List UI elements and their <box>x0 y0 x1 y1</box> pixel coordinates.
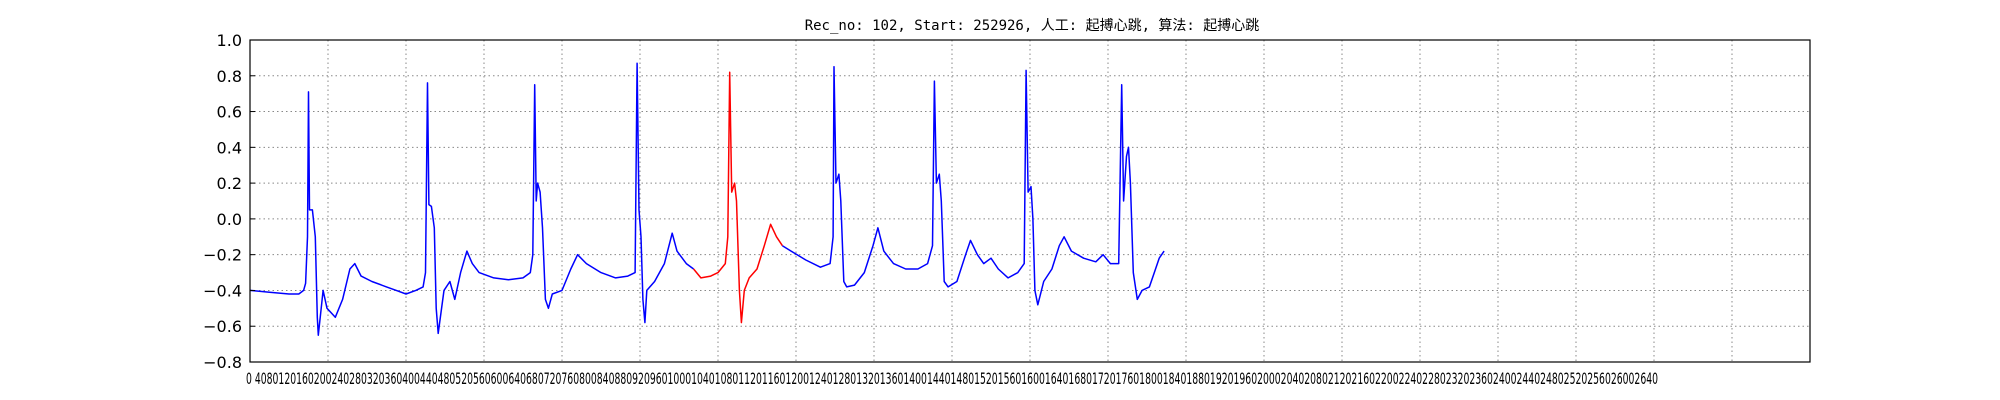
y-tick-label: 0.6 <box>217 103 242 122</box>
series-group <box>249 62 1165 336</box>
y-tick-label: 0.0 <box>217 210 242 229</box>
x-axis: 0 40801201602002402803203604004404805205… <box>246 369 1658 388</box>
chart-title: Rec_no: 102, Start: 252926, 人工: 起搏心跳, 算法… <box>805 17 1260 34</box>
y-tick-label: −0.6 <box>203 317 242 336</box>
y-axis: 1.0 0.8 0.6 0.4 0.2 0.0 −0.2 −0.4 −0.6 −0.8 <box>203 31 255 372</box>
ecg-series-3 <box>782 66 1165 306</box>
grid <box>249 39 1811 363</box>
y-tick-label: −0.2 <box>203 246 242 265</box>
y-tick-label: −0.4 <box>203 281 242 300</box>
ecg-series-2 <box>693 71 784 324</box>
ecg-series-1 <box>249 62 695 336</box>
plot-frame <box>249 39 1811 363</box>
y-tick-label: 0.8 <box>217 67 242 86</box>
y-tick-label: −0.8 <box>203 353 242 372</box>
y-tick-label: 1.0 <box>217 31 242 50</box>
y-tick-label: 0.2 <box>217 174 242 193</box>
y-tick-label: 0.4 <box>217 138 242 157</box>
x-tick-labels: 0 40801201602002402803203604004404805205… <box>246 369 1658 388</box>
